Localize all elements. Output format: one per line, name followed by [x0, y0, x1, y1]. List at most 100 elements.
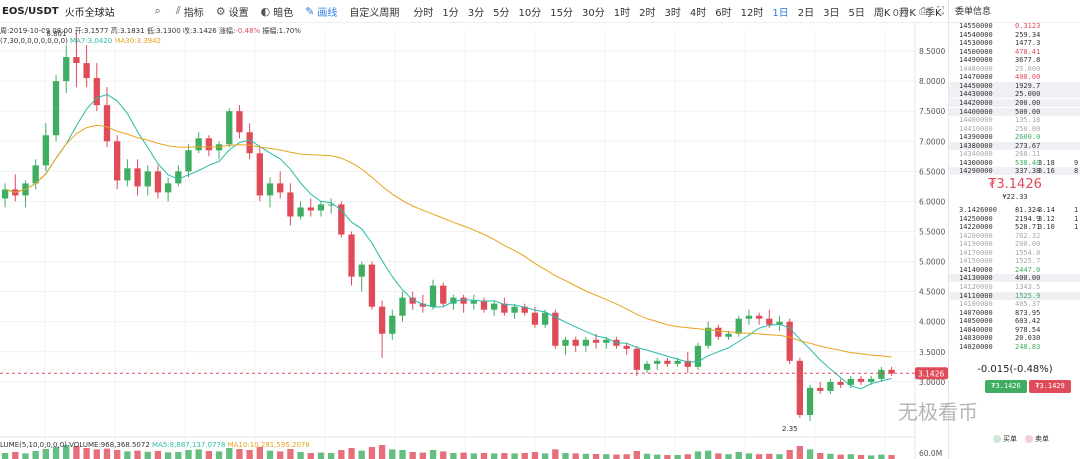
theme-button[interactable]: ◐ 暗色	[260, 4, 294, 19]
orderbook-col3: 3.14	[1038, 206, 1055, 214]
orderbook-qty: 528.71	[1015, 223, 1041, 232]
volume-bar	[511, 453, 518, 459]
y-tick-label: 7.0000	[919, 137, 945, 146]
orderbook-row[interactable]: 14050000 603.42	[949, 317, 1080, 325]
draw-button[interactable]: ✎ 画线	[305, 4, 338, 19]
period-tab[interactable]: 2时	[639, 7, 656, 19]
orderbook-row[interactable]: 3.1426000 81.324 3.14 1	[949, 206, 1080, 214]
period-tab[interactable]: 6时	[715, 7, 732, 19]
period-tab[interactable]: 季K	[924, 7, 942, 19]
orderbook-price: 14040000	[959, 325, 993, 334]
period-tab[interactable]: 周K	[873, 7, 891, 19]
sell-price-button[interactable]: ₮3.1429	[1029, 380, 1071, 393]
period-tab[interactable]: 1时	[613, 7, 631, 19]
trading-pair[interactable]: EOS/USDT	[2, 5, 59, 17]
custom-period-button[interactable]: 自定义周期	[349, 7, 400, 19]
period-tab[interactable]: 分时	[413, 7, 434, 19]
orderbook-row[interactable]: 14470000 400.00	[949, 73, 1080, 81]
candle-body	[552, 312, 559, 346]
orderbook-qty: 81.324	[1015, 206, 1041, 214]
orderbook-row[interactable]: 14540000 259.34	[949, 31, 1080, 39]
orderbook-row[interactable]: 14530000 1477.3	[949, 39, 1080, 47]
orderbook-price: 14530000	[959, 39, 993, 48]
candle-body	[776, 321, 783, 325]
y-tick-label: 7.5000	[919, 107, 945, 116]
candle-body	[664, 360, 671, 364]
orderbook-price: 14400000	[959, 107, 993, 116]
orderbook-row[interactable]: 14020000 248.83	[949, 343, 1080, 351]
orderbook-qty: 873.95	[1015, 308, 1041, 317]
period-tab[interactable]: 1日	[772, 7, 789, 19]
search-button[interactable]: ⌕	[155, 4, 164, 18]
period-tab[interactable]: 3分	[467, 7, 485, 19]
orderbook-qty: 250.00	[1015, 124, 1041, 133]
orderbook-row[interactable]: 14110000 1525.9	[949, 291, 1080, 300]
orderbook-price: 14430000	[959, 90, 993, 99]
orderbook-row[interactable]: 14420000 200.00	[949, 98, 1080, 107]
orderbook-row[interactable]: 14130000 400.00	[949, 274, 1080, 283]
volume-bar	[857, 455, 865, 459]
period-tab[interactable]: 2日	[797, 7, 815, 19]
orderbook-row[interactable]: 14390000 2600.0	[949, 133, 1080, 141]
orderbook-price: 14120000	[959, 282, 993, 291]
orderbook-row[interactable]: 14150000 1525.7	[949, 257, 1080, 265]
orderbook-row[interactable]: 14550000 0.3123	[949, 22, 1080, 30]
orderbook-row[interactable]: 14500000 478.41	[949, 48, 1080, 56]
orderbook-row[interactable]: 14200000 762.32	[949, 232, 1080, 240]
orderbook-row[interactable]: 14070000 873.95	[949, 309, 1080, 317]
candle-body	[399, 297, 406, 316]
volume-bar	[338, 450, 345, 459]
orderbook-qty: 1343.5	[1015, 282, 1041, 291]
period-tab[interactable]: 30分	[582, 7, 605, 19]
period-tab[interactable]: 1分	[442, 7, 459, 19]
indicator-button[interactable]: ⫽ 指标	[175, 4, 204, 19]
orderbook-row[interactable]: 14380000 273.67	[949, 141, 1080, 150]
orderbook-row[interactable]: 14140000 2447.0	[949, 266, 1080, 274]
camera-icon[interactable]: ⎙	[919, 5, 927, 17]
period-tab[interactable]: 月K	[899, 7, 916, 19]
orderbook-row[interactable]: 14030000 20.030	[949, 334, 1080, 342]
period-tab[interactable]: 3时	[664, 7, 681, 19]
volume-bar	[868, 455, 875, 459]
orderbook-row[interactable]: 14170000 1554.0	[949, 249, 1080, 257]
orderbook-qty: 20.030	[1015, 334, 1041, 343]
period-tab[interactable]: 3日	[823, 7, 840, 19]
candle-body	[847, 378, 854, 385]
orderbook-col4: 1	[1074, 223, 1079, 232]
orderbook-row[interactable]: 14430000 25.000	[949, 90, 1080, 99]
settings-icon: ⚙	[215, 4, 226, 18]
period-tab[interactable]: 10分	[518, 7, 542, 19]
period-tab[interactable]: 5日	[848, 7, 865, 19]
orderbook-row[interactable]: 14040000 978.54	[949, 326, 1080, 334]
orderbook-row[interactable]: 14100000 405.37	[949, 300, 1080, 308]
period-tab[interactable]: 5分	[493, 7, 510, 19]
orderbook-row[interactable]: 14250000 2194.9 3.12 1	[949, 215, 1080, 223]
orderbook-row[interactable]: 14120000 1343.5	[949, 283, 1080, 291]
candle-body	[603, 339, 610, 343]
candle-body	[154, 171, 162, 193]
orderbook-qty: 259.34	[1015, 30, 1041, 39]
orderbook-row[interactable]: 14340000 268.11	[949, 150, 1080, 158]
settings-button[interactable]: ⚙ 设置	[215, 4, 249, 19]
volume-bar	[613, 454, 620, 459]
orderbook-row[interactable]: 14190000 200.00	[949, 240, 1080, 248]
buy-price-button[interactable]: ₮3.1426	[985, 380, 1027, 393]
orderbook-row[interactable]: 14300000 538.40 3.18 9	[949, 159, 1080, 167]
orderbook-row[interactable]: 14410000 250.00	[949, 125, 1080, 133]
fullscreen-icon[interactable]: ⛶	[937, 5, 944, 17]
orderbook-qty: 3677.8	[1015, 56, 1041, 65]
kline-chart[interactable]: 8.5000 8.0000 7.5000 7.0000 6.5000 6.0000 5.50…	[0, 22, 948, 459]
orderbook-row[interactable]: 14400000 135.18	[949, 116, 1080, 124]
period-tab[interactable]: 4时	[689, 7, 707, 19]
period-tab[interactable]: 15分	[550, 7, 574, 19]
orderbook-row[interactable]: 14290000 337.38 3.16 8	[949, 167, 1080, 176]
orderbook-row[interactable]: 14450000 1929.7	[949, 81, 1080, 90]
orderbook-row[interactable]: 14400000 500.00	[949, 107, 1080, 116]
volume-bar	[389, 449, 396, 459]
volume-bar	[307, 453, 314, 459]
orderbook-row[interactable]: 14220000 528.71 3.10 1	[949, 223, 1080, 231]
period-tab[interactable]: 12时	[740, 7, 764, 19]
orderbook-row[interactable]: 14480000 25.000	[949, 65, 1080, 73]
orderbook-row[interactable]: 14490000 3677.8	[949, 56, 1080, 64]
y-tick-label: 8.5000	[919, 47, 945, 56]
